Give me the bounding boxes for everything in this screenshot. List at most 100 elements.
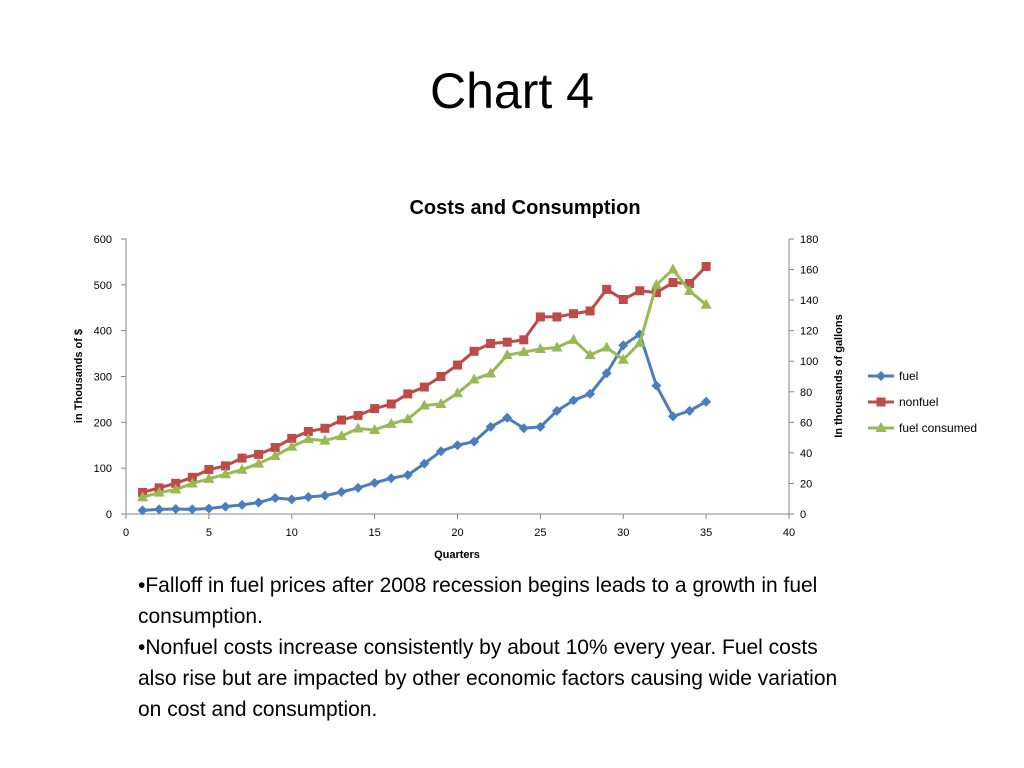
point-fuel bbox=[369, 477, 380, 488]
point-fuel-consumed bbox=[568, 333, 580, 344]
x-tick-label: 30 bbox=[617, 527, 629, 539]
point-fuel bbox=[435, 446, 446, 457]
point-fuel bbox=[667, 411, 678, 422]
note-item: •Nonfuel costs increase consistently by … bbox=[138, 636, 838, 721]
point-fuel-consumed bbox=[219, 468, 231, 479]
point-fuel bbox=[651, 380, 662, 391]
point-fuel-consumed bbox=[684, 284, 696, 295]
point-fuel-consumed bbox=[352, 422, 364, 433]
point-fuel-consumed bbox=[617, 353, 629, 364]
series-fuel bbox=[137, 329, 712, 516]
y2-tick-label: 60 bbox=[800, 417, 812, 429]
series-nonfuel bbox=[138, 262, 711, 497]
point-nonfuel bbox=[502, 337, 512, 347]
legend-label-fuel: fuel bbox=[899, 369, 918, 383]
point-fuel bbox=[203, 503, 214, 514]
point-nonfuel bbox=[651, 288, 661, 298]
point-fuel-consumed bbox=[534, 343, 546, 353]
point-fuel-consumed bbox=[236, 463, 248, 474]
point-nonfuel bbox=[552, 312, 562, 322]
point-fuel-consumed bbox=[137, 491, 149, 502]
point-fuel bbox=[336, 487, 347, 497]
point-fuel-consumed bbox=[302, 433, 314, 444]
point-fuel bbox=[585, 388, 596, 399]
point-nonfuel bbox=[668, 278, 678, 288]
point-fuel bbox=[270, 492, 281, 503]
y2-tick-label: 100 bbox=[800, 356, 818, 368]
legend-label-nonfuel: nonfuel bbox=[899, 395, 938, 409]
x-tick-label: 35 bbox=[700, 527, 712, 539]
point-nonfuel bbox=[171, 478, 181, 488]
y-tick-label: 500 bbox=[94, 280, 112, 292]
point-nonfuel bbox=[237, 453, 247, 463]
y2-axis-label: In thousands of gallons bbox=[833, 314, 845, 437]
point-fuel bbox=[568, 395, 579, 406]
point-nonfuel bbox=[469, 346, 479, 356]
point-nonfuel bbox=[486, 339, 496, 348]
point-fuel-consumed bbox=[501, 349, 513, 360]
y2-tick-label: 20 bbox=[800, 478, 812, 490]
axes: 0 5 10 15 20 25 30 35 40010020030040050060002040… bbox=[94, 234, 819, 539]
point-fuel bbox=[535, 421, 546, 432]
y-tick-label: 300 bbox=[94, 372, 112, 384]
point-fuel bbox=[137, 505, 148, 516]
point-nonfuel bbox=[585, 306, 595, 316]
point-nonfuel bbox=[519, 335, 529, 345]
y-tick-label: 100 bbox=[94, 463, 112, 475]
point-nonfuel bbox=[685, 278, 695, 288]
point-nonfuel bbox=[535, 312, 545, 322]
point-fuel bbox=[469, 436, 480, 447]
point-fuel bbox=[551, 405, 562, 416]
y2-tick-label: 180 bbox=[800, 234, 818, 246]
costs-consumption-chart: Costs and Consumption 0 5 10 15 20 25 30 35 4001… bbox=[73, 197, 977, 561]
x-tick-label: 20 bbox=[451, 527, 463, 539]
point-fuel-consumed bbox=[551, 341, 563, 352]
legend-item-nonfuel: nonfuel bbox=[868, 395, 938, 409]
legend-label-fuel-consumed: fuel consumed bbox=[899, 421, 977, 435]
point-fuel-consumed bbox=[170, 483, 182, 494]
point-nonfuel bbox=[436, 372, 446, 381]
point-fuel bbox=[701, 396, 712, 407]
point-nonfuel bbox=[254, 449, 264, 459]
point-fuel bbox=[601, 368, 612, 379]
note-item: •Falloff in fuel prices after 2008 reces… bbox=[138, 574, 818, 628]
point-nonfuel bbox=[403, 389, 413, 399]
point-fuel bbox=[253, 497, 264, 508]
point-fuel-consumed bbox=[584, 349, 596, 360]
y2-tick-label: 40 bbox=[800, 448, 812, 460]
point-fuel bbox=[386, 473, 397, 484]
legend-item-fuel: fuel bbox=[868, 369, 918, 383]
x-tick-label: 15 bbox=[369, 527, 381, 539]
point-nonfuel bbox=[270, 443, 280, 453]
point-nonfuel bbox=[303, 427, 313, 436]
point-fuel-consumed bbox=[335, 430, 347, 441]
y2-tick-label: 0 bbox=[800, 509, 806, 521]
point-fuel bbox=[502, 412, 513, 423]
legend-marker-fuel-consumed bbox=[875, 422, 887, 432]
point-fuel-consumed bbox=[286, 440, 298, 451]
point-fuel-consumed bbox=[485, 367, 497, 378]
x-tick-label: 5 bbox=[206, 527, 212, 539]
notes-list: •Falloff in fuel prices after 2008 reces… bbox=[138, 570, 838, 725]
point-fuel-consumed bbox=[402, 413, 414, 424]
point-fuel-consumed bbox=[435, 398, 447, 408]
point-nonfuel bbox=[220, 461, 230, 471]
series-layer bbox=[137, 262, 712, 516]
point-fuel bbox=[237, 499, 248, 510]
point-fuel bbox=[684, 405, 695, 416]
point-nonfuel bbox=[419, 382, 429, 392]
point-fuel-consumed bbox=[418, 399, 430, 410]
point-fuel bbox=[518, 423, 529, 434]
point-fuel bbox=[286, 494, 297, 505]
point-fuel bbox=[402, 470, 413, 481]
y-tick-label: 400 bbox=[94, 326, 112, 338]
point-fuel-consumed bbox=[253, 457, 265, 468]
point-fuel bbox=[187, 504, 198, 515]
y2-tick-label: 140 bbox=[800, 295, 818, 307]
point-nonfuel bbox=[569, 309, 579, 319]
slide-title: Chart 4 bbox=[430, 63, 594, 119]
point-nonfuel bbox=[386, 399, 396, 409]
point-nonfuel bbox=[204, 465, 214, 475]
x-tick-label: 25 bbox=[534, 527, 546, 539]
point-fuel-consumed bbox=[452, 387, 463, 398]
